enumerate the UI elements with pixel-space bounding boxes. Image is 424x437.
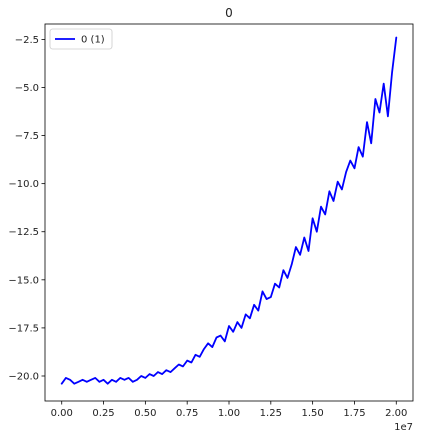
x-tick-label: 1.75 [343, 408, 365, 419]
axes-frame [44, 23, 414, 402]
plot-area [60, 36, 398, 385]
series-line-0 [60, 36, 398, 385]
y-tick-label: −15.0 [8, 275, 39, 286]
x-tick-label: 1.00 [218, 408, 240, 419]
y-tick-label: −12.5 [8, 227, 39, 238]
x-tick-label: 1.25 [260, 408, 282, 419]
y-tick-label: −7.5 [15, 131, 39, 142]
legend: 0 (1) [49, 28, 113, 50]
legend-box [49, 28, 113, 50]
x-tick-label: 0.25 [92, 408, 114, 419]
y-tick-label: −17.5 [8, 323, 39, 334]
x-tick-label: 2.00 [385, 408, 407, 419]
x-tick-label: 0.00 [51, 408, 73, 419]
legend-label-0: 0 (1) [81, 35, 105, 46]
x-axis-exponent-label: 1e7 [394, 422, 413, 433]
chart-title: 0 [225, 6, 233, 20]
y-tick-label: −10.0 [8, 179, 39, 190]
x-tick-label: 0.50 [134, 408, 156, 419]
y-tick-label: −2.5 [15, 35, 39, 46]
y-tick-label: −20.0 [8, 371, 39, 382]
x-tick-label: 1.50 [302, 408, 324, 419]
y-tick-label: −5.0 [15, 83, 39, 94]
axes: 0.00 0.25 0.50 0.75 1.00 1.25 1.50 1.75 2.00 −20.… [8, 23, 414, 419]
x-tick-label: 0.75 [176, 408, 198, 419]
